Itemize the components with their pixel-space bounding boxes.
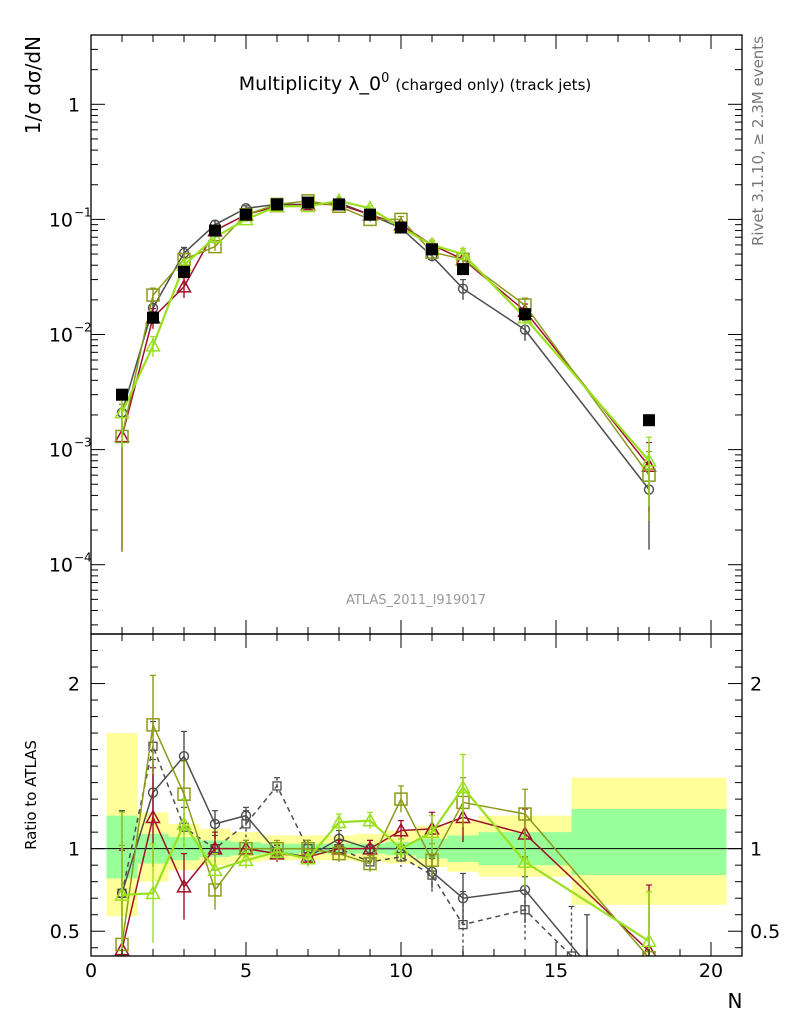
ratio-point-1-11: [458, 919, 468, 930]
ratio-point-2-9: [393, 822, 409, 837]
ratio-point-3-1: [146, 718, 160, 732]
data-point-3: [209, 224, 221, 237]
y-tick-label-0.001: 10: [49, 440, 73, 462]
data-point-4: [240, 208, 252, 221]
data-point-11: [457, 263, 469, 276]
y-tick-label-exp-0.0001: −4: [74, 551, 92, 565]
ratio-line-0: [121, 754, 582, 956]
ratio-point-4-13: [641, 933, 657, 948]
main-y-axis-label: 1/σ dσ/dN: [21, 36, 45, 134]
band-stat-13: [571, 809, 727, 876]
data-point-1: [147, 311, 159, 324]
data-point-6: [302, 196, 314, 209]
axis-ticks: [90, 34, 743, 956]
main-line-0: [121, 201, 650, 490]
ratio-point-1-5: [272, 781, 282, 791]
ratio-point-0-13: [583, 960, 592, 969]
ratio-point-3-10: [425, 853, 439, 867]
ratio-y-tick-label-left-2: 2: [68, 674, 80, 696]
ratio-line-4: [121, 785, 650, 943]
ratio-y-axis-label: Ratio to ATLAS: [22, 740, 40, 850]
main-point-0-11: [457, 283, 469, 294]
main-point-3-3: [207, 229, 223, 244]
plot-title-main: Multiplicity λ_0: [239, 73, 381, 95]
main-series-group: [114, 192, 657, 552]
main-line-2: [121, 200, 650, 476]
ratio-point-4-5: [269, 843, 285, 858]
ratio-point-4-11: [455, 779, 471, 794]
y-tick-label-0.01: 10: [49, 325, 73, 347]
ratio-y-tick-label-left-1: 1: [68, 839, 80, 861]
ratio-point-4-8: [362, 812, 378, 827]
ratio-point-4-1: [145, 885, 161, 900]
ratio-point-1-4: [241, 819, 251, 829]
y-tick-label-1: 1: [68, 94, 80, 116]
y-tick-label-0.1: 10: [49, 209, 73, 231]
plot-title: Multiplicity λ_00 (charged only) (track j…: [239, 71, 591, 95]
ratio-point-4-9: [393, 840, 409, 855]
ratio-point-4-12: [517, 853, 533, 868]
ratio-y-tick-label-right-2: 2: [750, 674, 762, 696]
ratio-point-1-12: [520, 905, 530, 915]
x-tick-label-10: 10: [389, 960, 413, 982]
main-line-1: [121, 203, 650, 467]
y-tick-label-exp-0.001: −3: [74, 436, 92, 450]
data-point-5: [271, 198, 283, 211]
x-tick-label-0: 0: [85, 960, 97, 982]
ratio-series-group: [114, 674, 657, 969]
ratio-line-3: [121, 722, 649, 956]
data-point-12: [519, 308, 531, 321]
ratio-point-2-13: [641, 943, 657, 956]
ratio-point-4-2: [176, 815, 192, 830]
ratio-point-4-3: [207, 862, 223, 877]
ratio-point-3-9: [394, 792, 408, 806]
ratio-point-4-10: [424, 824, 440, 839]
ratio-point-4-6: [300, 850, 316, 865]
main-point-2-1: [146, 288, 160, 302]
main-point-3-13: [641, 452, 657, 467]
data-point-7: [333, 198, 345, 211]
ratio-point-3-7: [332, 846, 346, 861]
ratio-point-2-8: [362, 840, 378, 855]
ratio-uncertainty-bands: [106, 733, 727, 917]
rivet-version-label: Rivet 3.1.10, ≥ 2.3M events: [749, 36, 767, 246]
main-panel-frame: [90, 34, 743, 635]
y-tick-label-exp-0.1: −1: [74, 205, 92, 219]
data-point-8: [364, 208, 376, 221]
ratio-y-tick-label-right-1: 1: [750, 839, 762, 861]
analysis-name-label: ATLAS_2011_I919017: [346, 593, 486, 608]
ratio-panel-frame: [90, 633, 743, 957]
x-tick-label-20: 20: [699, 960, 723, 982]
ratio-point-1-13: [566, 951, 577, 956]
x-tick-label-5: 5: [240, 960, 252, 982]
plot-title-suffix: (charged only) (track jets): [395, 76, 591, 94]
y-tick-label-0.0001: 10: [49, 555, 73, 577]
data-point-2: [178, 265, 190, 278]
plot-title-superscript: 0: [381, 71, 389, 86]
ratio-point-2-1: [145, 809, 161, 824]
ratio-point-3-8: [363, 856, 377, 871]
data-point-13: [643, 414, 655, 427]
data-point-10: [426, 243, 438, 256]
ratio-point-4-7: [331, 814, 347, 829]
ratio-point-4-0: [114, 886, 130, 901]
data-point-0: [116, 388, 128, 401]
main-point-3-11: [455, 246, 471, 260]
ratio-y-tick-label-right-0.5: 0.5: [750, 921, 780, 943]
main-line-3: [121, 199, 650, 462]
x-tick-label-15: 15: [544, 960, 568, 982]
main-point-1-2: [176, 278, 192, 293]
ratio-point-3-12: [518, 807, 532, 821]
main-point-3-1: [145, 337, 161, 352]
ratio-point-0-3: [209, 818, 221, 830]
data-point-9: [395, 221, 407, 234]
ratio-point-2-2: [176, 878, 192, 893]
x-axis-label: N: [728, 989, 743, 1013]
ratio-y-tick-label-left-0.5: 0.5: [50, 921, 80, 943]
y-tick-label-exp-0.01: −2: [74, 321, 92, 335]
ratio-point-4-4: [238, 852, 254, 867]
main-point-3-0: [114, 404, 130, 419]
